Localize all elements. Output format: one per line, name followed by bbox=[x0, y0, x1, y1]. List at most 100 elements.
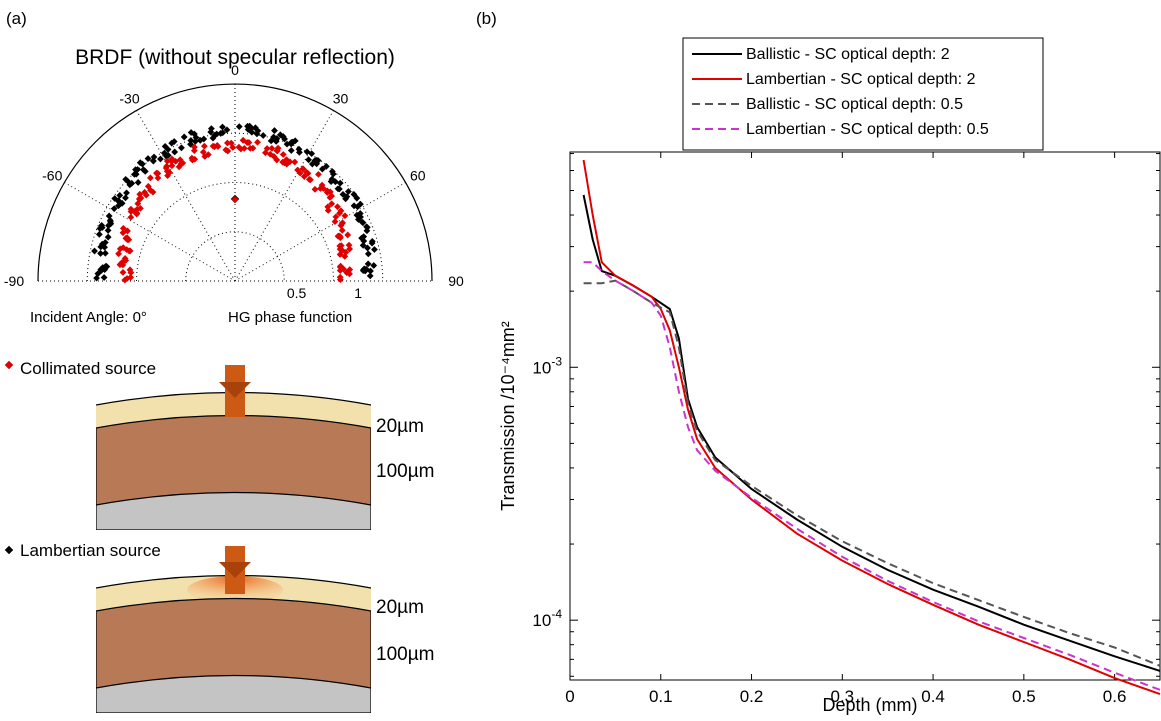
polar-point-lambertian bbox=[134, 179, 142, 186]
polar-spoke--60 bbox=[64, 182, 236, 282]
polar-point-lambertian bbox=[160, 149, 168, 157]
polar-point-collimated bbox=[239, 136, 247, 144]
polar-point-lambertian bbox=[364, 250, 372, 258]
polar-point-collimated bbox=[291, 158, 299, 166]
polar-point-lambertian bbox=[101, 249, 109, 257]
polar-point-lambertian bbox=[97, 250, 104, 257]
polar-point-lambertian bbox=[368, 239, 376, 247]
panel-b-label: (b) bbox=[476, 9, 497, 28]
polar-point-collimated bbox=[305, 176, 313, 183]
polar-point-lambertian bbox=[371, 246, 378, 253]
polar-point-collimated bbox=[189, 156, 196, 164]
polar-point-lambertian bbox=[123, 189, 130, 197]
polar-point-collimated bbox=[119, 244, 127, 251]
lambertian-diagram: Lambertian source 20µm 100µm bbox=[4, 541, 434, 713]
polar-point-lambertian bbox=[291, 137, 299, 145]
black-diamond-marker bbox=[4, 545, 14, 555]
polar-point-collimated bbox=[119, 224, 127, 232]
polar-point-lambertian bbox=[122, 194, 129, 202]
polar-point-collimated bbox=[328, 192, 336, 200]
polar-point-lambertian bbox=[271, 127, 278, 134]
lambertian-source-label: Lambertian source bbox=[20, 541, 161, 560]
layer2-thickness-label: 100µm bbox=[376, 461, 434, 482]
polar-point-collimated bbox=[273, 147, 281, 155]
polar-point-lambertian bbox=[279, 133, 287, 140]
polar-point-collimated bbox=[240, 144, 248, 152]
polar-point-lambertian bbox=[359, 241, 367, 249]
polar-point-collimated bbox=[249, 144, 257, 152]
polar-point-lambertian bbox=[370, 262, 378, 269]
polar-point-lambertian bbox=[180, 133, 188, 141]
polar-point-collimated bbox=[254, 138, 261, 146]
polar-point-lambertian bbox=[364, 260, 372, 268]
polar-point-lambertian bbox=[95, 231, 103, 238]
axis-ticks: 0 0.1 0.2 0.3 0.4 0.5 0.6 10-3 10-4 bbox=[532, 152, 1160, 706]
polar-point-lambertian bbox=[366, 272, 374, 280]
polar-point-lambertian bbox=[196, 137, 204, 144]
incident-angle-caption: Incident Angle: 0° bbox=[30, 309, 147, 326]
polar-point-lambertian bbox=[138, 160, 146, 168]
polar-point-lambertian bbox=[141, 167, 149, 175]
y-tick-label: 10-3 bbox=[532, 354, 562, 377]
polar-point-lambertian bbox=[115, 202, 122, 210]
polar-point-lambertian bbox=[101, 239, 109, 246]
polar-point-lambertian bbox=[270, 133, 278, 141]
polar-point-collimated bbox=[121, 255, 129, 262]
x-tick-label: 0 bbox=[565, 687, 574, 706]
polar-point-collimated bbox=[268, 144, 276, 152]
polar-point-collimated bbox=[344, 231, 352, 239]
polar-point-collimated bbox=[263, 145, 271, 152]
polar-point-collimated bbox=[136, 195, 143, 203]
polar-spoke-60 bbox=[234, 182, 406, 282]
polar-point-collimated bbox=[163, 167, 171, 175]
polar-angle-tick: 60 bbox=[410, 168, 426, 184]
polar-spoke-30 bbox=[234, 110, 334, 282]
series-line-2 bbox=[583, 279, 1161, 667]
polar-point-lambertian bbox=[322, 162, 330, 170]
polar-point-collimated bbox=[153, 169, 160, 177]
polar-point-lambertian bbox=[235, 123, 243, 131]
polar-point-collimated bbox=[299, 165, 307, 173]
polar-data-points bbox=[91, 122, 378, 284]
polar-radial-tick: 1 bbox=[354, 285, 362, 301]
series-line-3 bbox=[583, 261, 1161, 691]
polar-point-lambertian bbox=[187, 140, 194, 148]
polar-point-collimated bbox=[338, 226, 346, 234]
polar-point-collimated bbox=[126, 266, 134, 274]
polar-point-collimated bbox=[133, 206, 141, 214]
polar-point-lambertian bbox=[211, 131, 219, 139]
polar-point-collimated bbox=[127, 273, 135, 281]
polar-point-collimated bbox=[224, 139, 231, 147]
polar-point-collimated bbox=[283, 156, 290, 164]
polar-point-collimated bbox=[334, 203, 341, 211]
polar-point-lambertian bbox=[187, 137, 195, 144]
polar-point-lambertian bbox=[116, 191, 124, 199]
polar-point-lambertian bbox=[98, 221, 106, 229]
layer1-thickness-label: 20µm bbox=[376, 416, 424, 437]
polar-point-lambertian bbox=[105, 212, 113, 220]
polar-point-lambertian bbox=[104, 233, 112, 241]
polar-point-collimated bbox=[127, 213, 135, 221]
polar-point-lambertian bbox=[171, 148, 179, 156]
polar-point-lambertian bbox=[354, 203, 361, 211]
x-tick-label: 0.3 bbox=[830, 687, 854, 706]
polar-point-lambertian bbox=[364, 244, 371, 252]
polar-point-lambertian bbox=[342, 195, 350, 203]
polar-point-collimated bbox=[119, 269, 127, 276]
legend-entry-2: Ballistic - SC optical depth: 0.5 bbox=[746, 96, 963, 113]
polar-point-lambertian bbox=[219, 129, 227, 137]
polar-point-collimated bbox=[336, 267, 344, 274]
polar-point-lambertian bbox=[308, 150, 316, 158]
polar-point-lambertian bbox=[157, 155, 164, 163]
polar-point-lambertian bbox=[131, 170, 138, 178]
polar-point-collimated bbox=[336, 242, 344, 250]
polar-point-lambertian bbox=[295, 145, 303, 153]
polar-point-lambertian bbox=[272, 137, 280, 145]
legend-box bbox=[682, 37, 1044, 151]
polar-grid bbox=[37, 83, 433, 282]
polar-point-collimated bbox=[315, 171, 322, 178]
polar-grid-arc-0 bbox=[185, 231, 285, 282]
layer1-thickness-label-2: 20µm bbox=[376, 597, 424, 618]
polar-point-lambertian bbox=[104, 227, 112, 234]
panel-a: (a) BRDF (without specular reflection) -… bbox=[0, 0, 470, 716]
